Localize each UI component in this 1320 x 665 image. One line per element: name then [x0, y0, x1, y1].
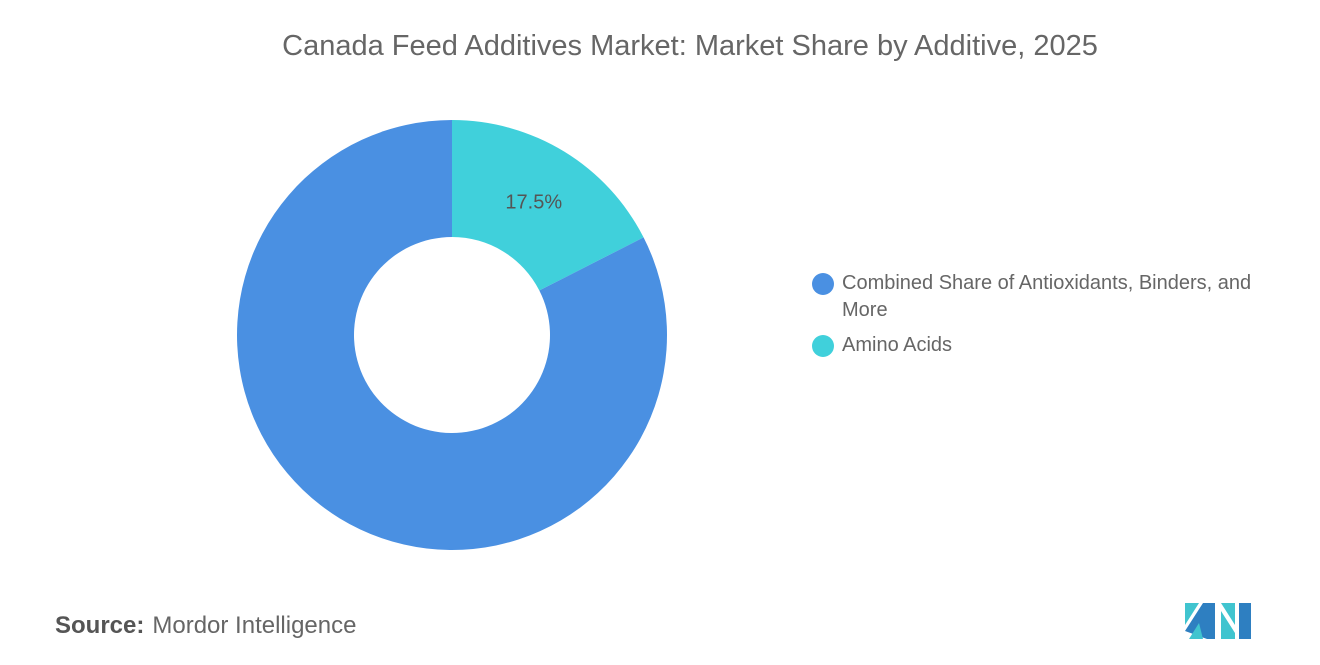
legend: Combined Share of Antioxidants, Binders,…	[812, 270, 1272, 367]
legend-item-combined[interactable]: Combined Share of Antioxidants, Binders,…	[812, 270, 1272, 324]
legend-label: Combined Share of Antioxidants, Binders,…	[842, 272, 1252, 321]
source-value: Mordor Intelligence	[152, 612, 357, 639]
source: Source: Mordor Intelligence	[55, 612, 356, 640]
legend-swatch	[812, 273, 834, 295]
chart-title: Canada Feed Additives Market: Market Sha…	[282, 30, 1098, 62]
slice-0[interactable]	[452, 120, 644, 291]
data-label: 17.5%	[505, 192, 562, 214]
legend-item-amino-acids[interactable]: Amino Acids	[812, 332, 1272, 359]
legend-label: Amino Acids	[842, 334, 953, 356]
mordor-intelligence-logo	[1185, 603, 1251, 639]
source-label: Source:	[55, 612, 145, 639]
legend-swatch	[812, 335, 834, 357]
slice-1[interactable]	[237, 120, 668, 550]
